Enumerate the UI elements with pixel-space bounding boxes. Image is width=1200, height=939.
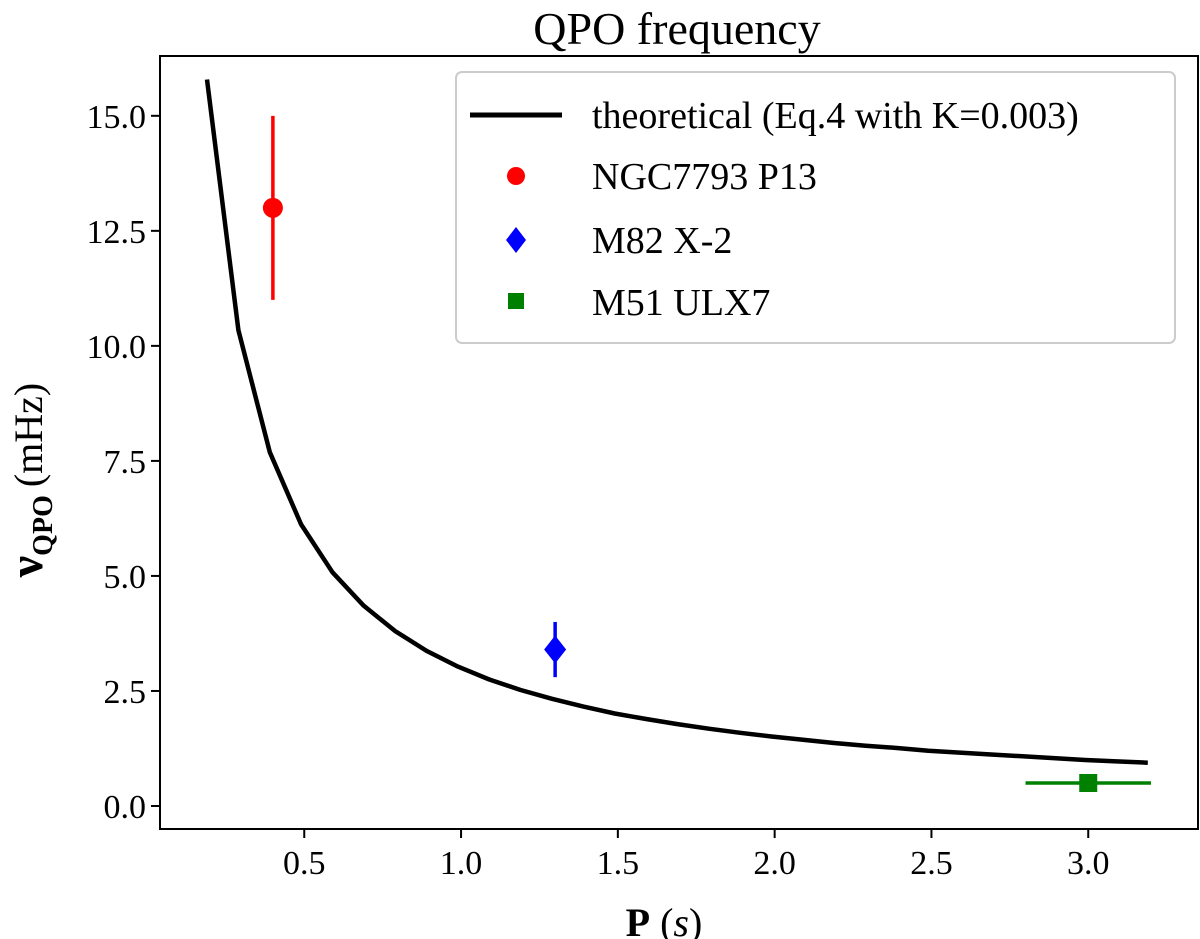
legend: theoretical (Eq.4 with K=0.003) NGC7793 … — [455, 71, 1176, 344]
x-tick-label: 1.5 — [597, 845, 640, 882]
theory-curve-group — [204, 79, 1148, 765]
y-tick-label: 12.5 — [87, 214, 147, 251]
data-point-diamond — [544, 635, 567, 664]
data-point-circle — [262, 197, 283, 218]
y-tick-label: 0.0 — [104, 789, 147, 826]
x-tick-label: 1.0 — [440, 845, 483, 882]
y-tick-label: 2.5 — [104, 674, 147, 711]
chart-title: QPO frequency — [533, 3, 820, 54]
y-tick-label: 15.0 — [87, 99, 147, 136]
legend-frame — [455, 71, 1176, 344]
x-tick-label: 0.5 — [283, 845, 326, 882]
legend-m82-label: M82 X-2 — [592, 220, 732, 262]
legend-ngc7793-label: NGC7793 P13 — [592, 156, 817, 198]
data-point-square — [1079, 773, 1098, 792]
y-axis-label-subscript: QPO — [28, 495, 59, 556]
x-axis-label-paren-close: ) — [689, 900, 702, 939]
y-tick-label: 10.0 — [87, 329, 147, 366]
plot-area — [159, 55, 1199, 830]
y-axis-label: νQPO (mHz) — [0, 383, 59, 579]
x-axis-label-main: P — [626, 900, 650, 939]
theory-curve — [204, 79, 1148, 765]
svg-text:νQPO(mHz): νQPO (mHz) — [0, 383, 59, 579]
x-axis-label-unit: s — [673, 900, 689, 939]
axis-ticks: 0.5 1.0 1.5 2.0 2.5 3.0 0.0 2.5 5.0 7.5 10.0 12.5 15… — [87, 99, 1110, 882]
y-axis-label-unit: (mHz) — [6, 383, 51, 487]
data-points — [262, 115, 1151, 792]
x-tick-label: 2.0 — [753, 845, 796, 882]
x-axis-label-paren-open: ( — [660, 900, 673, 939]
x-tick-label: 2.5 — [910, 845, 953, 882]
legend-theory-label: theoretical (Eq.4 with K=0.003) — [592, 95, 1079, 137]
legend-m51-label: M51 ULX7 — [592, 282, 770, 324]
legend-m51-marker — [508, 293, 524, 309]
y-tick-label: 7.5 — [104, 444, 147, 481]
axes-frame — [159, 55, 1199, 830]
x-tick-label: 3.0 — [1067, 845, 1110, 882]
y-axis-label-symbol: ν — [0, 556, 53, 578]
legend-m82-marker — [506, 227, 526, 253]
x-axis-label: P (s) — [626, 900, 703, 939]
legend-ngc7793-marker — [507, 167, 525, 185]
y-tick-label: 5.0 — [104, 559, 147, 596]
